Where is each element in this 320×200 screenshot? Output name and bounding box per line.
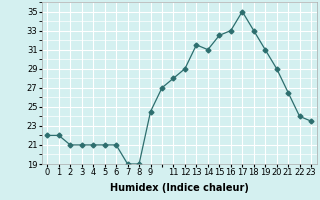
X-axis label: Humidex (Indice chaleur): Humidex (Indice chaleur) xyxy=(110,183,249,193)
